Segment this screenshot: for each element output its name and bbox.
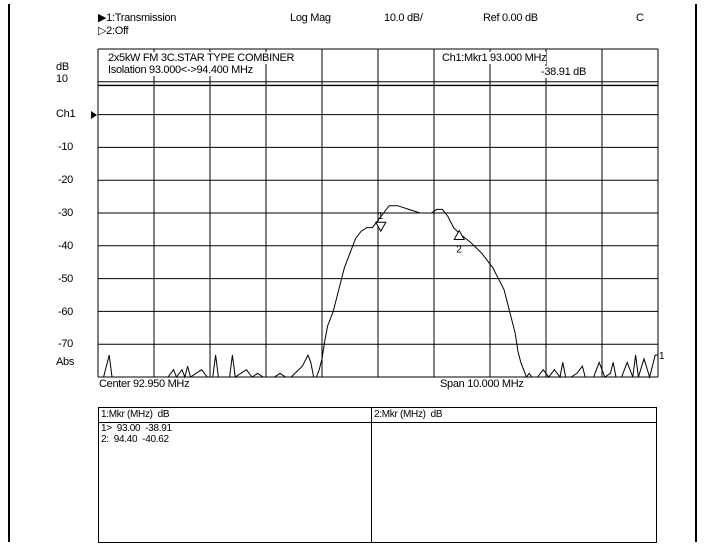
y-tick-label: -40: [58, 240, 73, 252]
y-tick-label: -50: [58, 273, 73, 285]
ref-pointer-icon: [91, 111, 97, 119]
ref-label: Ref 0.00 dB: [483, 12, 538, 24]
y-tick-label: -10: [58, 141, 73, 153]
trace-plot: 1 2 1: [91, 48, 665, 379]
y-tick-label: -20: [58, 174, 73, 186]
marker-2-label: 2: [456, 244, 462, 255]
y-tick-label: -70: [58, 338, 73, 350]
marker-table-header: 2:Mkr (MHz) dB: [372, 408, 656, 423]
y-unit-label: dB: [56, 61, 69, 73]
table-row: 2: 94.40 -40.62: [101, 434, 169, 445]
y-tick-label: 10: [56, 73, 68, 85]
y-tick-label: -30: [58, 207, 73, 219]
trace-line: [98, 205, 658, 379]
marker-readout-value: -38.91 dB: [541, 66, 587, 78]
table-row: 1> 93.00 -38.91: [101, 423, 172, 434]
marker-1-label: 1: [378, 211, 384, 222]
window-frame: [8, 4, 697, 542]
marker-table-right: 2:Mkr (MHz) dB: [372, 408, 656, 542]
format-label: Log Mag: [290, 12, 331, 24]
center-frequency: Center 92.950 MHz: [99, 378, 190, 390]
y-tick-label: Abs: [56, 356, 75, 368]
marker-table-header: 1:Mkr (MHz) dB: [99, 408, 371, 423]
scale-label: 10.0 dB/: [384, 12, 423, 24]
span-frequency: Span 10.000 MHz: [440, 378, 524, 390]
channel-flag: C: [636, 12, 644, 24]
y-tick-label: Ch1: [56, 108, 76, 120]
marker-readout-label: Ch1:Mkr1 93.000 MHz: [442, 52, 547, 64]
y-tick-label: -60: [58, 306, 73, 318]
marker-table-left: 1:Mkr (MHz) dB 1> 93.00 -38.91 2: 94.40 …: [99, 408, 372, 542]
trace1-label: ▶1:Transmission: [98, 12, 177, 24]
trace-end-label: 1: [659, 351, 665, 362]
chart-subtitle: Isolation 93.000<->94.400 MHz: [108, 64, 253, 76]
marker-1-icon: [374, 221, 387, 233]
trace2-label: ▷2:Off: [98, 25, 129, 37]
marker-2-icon: [453, 229, 466, 240]
marker-table: 1:Mkr (MHz) dB 1> 93.00 -38.91 2: 94.40 …: [98, 407, 657, 543]
chart-title: 2x5kW FM 3C.STAR TYPE COMBINER: [108, 52, 295, 64]
